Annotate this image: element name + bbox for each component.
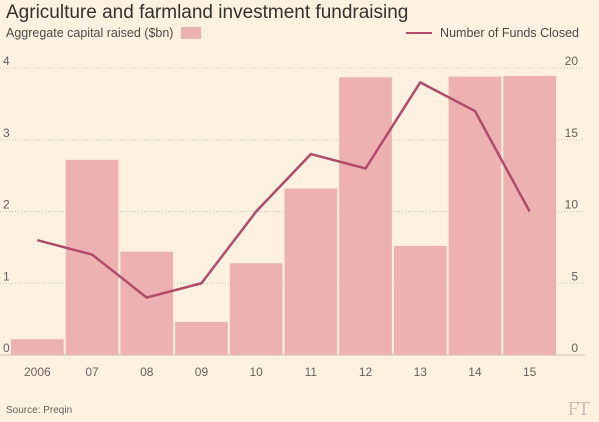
source-note: Source: Preqin — [6, 405, 73, 416]
y-left-tick-label: 1 — [3, 269, 10, 283]
x-tick-label: 14 — [468, 365, 482, 379]
y-right-tick-label: 0 — [571, 341, 578, 355]
x-tick-label: 11 — [305, 365, 318, 379]
legend-swatch-line — [406, 32, 433, 34]
x-tick-label: 10 — [249, 365, 263, 379]
bar — [503, 75, 556, 355]
legend: Aggregate capital raised ($bn) Number of… — [6, 26, 593, 42]
y-right-tick-label: 20 — [565, 54, 579, 68]
x-tick-label: 2006 — [24, 365, 51, 379]
bar — [448, 76, 502, 356]
x-tick-label: 09 — [195, 365, 209, 379]
x-tick-label: 15 — [523, 365, 537, 379]
x-tick-label: 08 — [140, 365, 154, 379]
bar — [339, 77, 392, 355]
bar — [284, 188, 338, 355]
y-left-tick-label: 4 — [3, 54, 10, 68]
funds-closed-line — [37, 81, 531, 299]
y-right-tick-label: 10 — [565, 198, 579, 212]
y-left-tick-label: 0 — [3, 341, 10, 355]
y-right-tick-label: 15 — [565, 126, 579, 140]
x-tick-label: 12 — [359, 365, 373, 379]
x-tick-label: 07 — [85, 365, 99, 379]
bar — [393, 245, 447, 355]
legend-label-line: Number of Funds Closed — [440, 26, 579, 40]
y-left-tick-label: 2 — [3, 198, 10, 212]
legend-swatch-bars — [181, 27, 202, 39]
y-right-tick-label: 5 — [571, 269, 578, 283]
legend-item-bars: Aggregate capital raised ($bn) — [6, 26, 202, 40]
ft-logo: FT — [567, 398, 590, 420]
bar — [229, 263, 283, 355]
y-left-tick-label: 3 — [3, 126, 10, 140]
bar — [175, 321, 228, 355]
legend-item-line: Number of Funds Closed — [406, 26, 579, 40]
legend-label-bars: Aggregate capital raised ($bn) — [6, 26, 174, 40]
x-tick-label: 13 — [414, 365, 428, 379]
bar — [120, 251, 174, 355]
bar — [65, 159, 119, 355]
bar — [11, 339, 64, 355]
chart-title: Agriculture and farmland investment fund… — [6, 2, 409, 23]
